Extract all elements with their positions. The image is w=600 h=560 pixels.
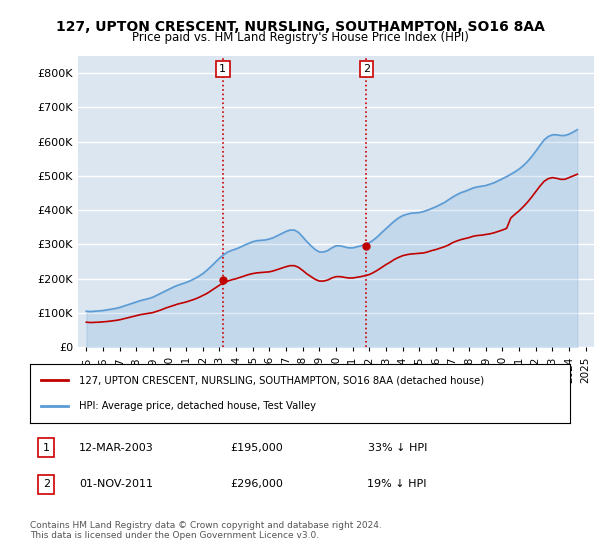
Text: 1: 1 [43,442,50,452]
Text: 01-NOV-2011: 01-NOV-2011 [79,479,154,489]
Text: £296,000: £296,000 [230,479,283,489]
Text: 127, UPTON CRESCENT, NURSLING, SOUTHAMPTON, SO16 8AA (detached house): 127, UPTON CRESCENT, NURSLING, SOUTHAMPT… [79,375,484,385]
Text: £195,000: £195,000 [230,442,283,452]
Text: 1: 1 [220,64,226,74]
Text: 127, UPTON CRESCENT, NURSLING, SOUTHAMPTON, SO16 8AA: 127, UPTON CRESCENT, NURSLING, SOUTHAMPT… [56,20,544,34]
Text: Price paid vs. HM Land Registry's House Price Index (HPI): Price paid vs. HM Land Registry's House … [131,31,469,44]
Text: 12-MAR-2003: 12-MAR-2003 [79,442,154,452]
Text: HPI: Average price, detached house, Test Valley: HPI: Average price, detached house, Test… [79,402,316,412]
Text: 2: 2 [43,479,50,489]
Text: 33% ↓ HPI: 33% ↓ HPI [368,442,427,452]
Text: Contains HM Land Registry data © Crown copyright and database right 2024.
This d: Contains HM Land Registry data © Crown c… [30,521,382,540]
Text: 19% ↓ HPI: 19% ↓ HPI [367,479,427,489]
Text: 2: 2 [363,64,370,74]
